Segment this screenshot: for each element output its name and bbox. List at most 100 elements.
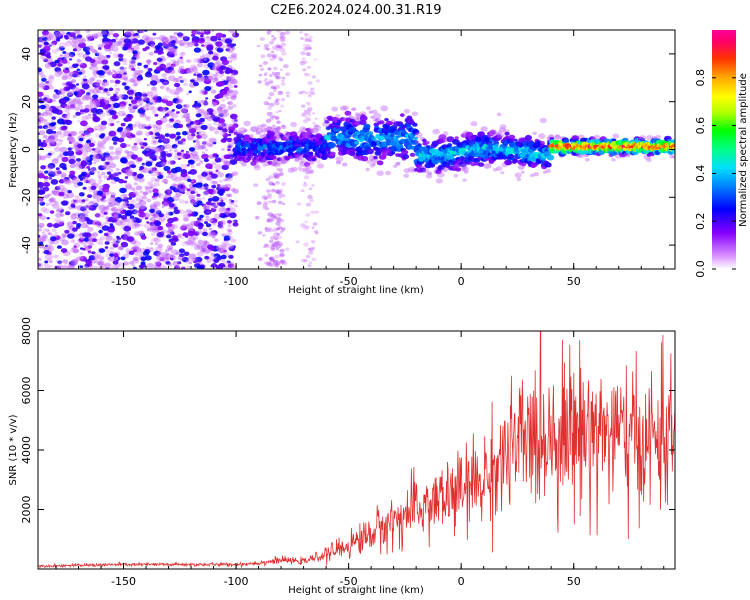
heatmap-cell	[177, 261, 182, 265]
heatmap-cell	[113, 212, 119, 217]
heatmap-cell	[97, 178, 103, 183]
heatmap-cell	[229, 113, 238, 120]
heatmap-cell	[150, 43, 155, 47]
heatmap-cell	[69, 104, 77, 110]
heatmap-cell	[179, 253, 185, 258]
heatmap-cell	[170, 113, 175, 117]
heatmap-cell	[180, 114, 187, 119]
heatmap-cell	[144, 126, 148, 129]
heatmap-cell	[268, 74, 273, 77]
heatmap-cell	[115, 220, 123, 226]
heatmap-cell	[217, 75, 222, 79]
heatmap-cell	[180, 149, 185, 152]
heatmap-cell	[115, 217, 120, 221]
heatmap-cell	[76, 158, 81, 162]
heatmap-cell	[209, 232, 218, 238]
heatmap-cell	[109, 52, 113, 55]
heatmap-cell	[45, 153, 52, 159]
heatmap-cell	[372, 138, 377, 142]
heatmap-cell	[71, 72, 79, 78]
heatmap-cell	[55, 167, 60, 171]
heatmap-cell	[200, 124, 208, 130]
heatmap-cell	[143, 138, 147, 141]
heatmap-cell	[85, 156, 93, 162]
heatmap-cell	[225, 96, 230, 100]
heatmap-cell	[58, 42, 67, 49]
heatmap-cell	[54, 254, 60, 259]
heatmap-cell	[192, 126, 198, 130]
heatmap-cell	[221, 74, 225, 77]
heatmap-cell	[275, 75, 281, 80]
heatmap-cell	[139, 112, 147, 118]
heatmap-cell	[220, 199, 224, 202]
heatmap-cell	[138, 209, 144, 214]
heatmap-cell	[147, 67, 153, 72]
heatmap-cell	[109, 163, 117, 169]
heatmap-cell	[205, 148, 209, 152]
heatmap-cell	[46, 37, 52, 42]
heatmap-cell	[113, 253, 119, 258]
heatmap-cell	[147, 181, 153, 186]
heatmap-cell	[91, 199, 100, 206]
heatmap-cell	[65, 52, 69, 55]
heatmap-cell	[213, 77, 219, 81]
heatmap-cell	[57, 184, 66, 191]
heatmap-cell	[198, 130, 206, 137]
heatmap-cell	[193, 47, 201, 53]
heatmap-cell	[73, 245, 77, 248]
heatmap-cell	[301, 131, 308, 136]
heatmap-cell	[182, 103, 190, 110]
heatmap-cell	[308, 151, 314, 155]
heatmap-cell	[307, 194, 313, 200]
heatmap-cell	[172, 195, 180, 201]
heatmap-cell	[212, 180, 218, 185]
heatmap-cell	[217, 109, 224, 114]
heatmap-cell	[342, 105, 349, 111]
heatmap-cell	[311, 257, 317, 262]
heatmap-cell	[72, 38, 80, 45]
heatmap-cell	[113, 155, 120, 160]
heatmap-cell	[60, 233, 66, 238]
heatmap-cell	[305, 213, 311, 217]
heatmap-cell	[224, 38, 233, 44]
heatmap-cell	[190, 199, 198, 206]
heatmap-cell	[107, 122, 112, 126]
heatmap-cell	[44, 106, 53, 113]
heatmap-cell	[173, 78, 179, 83]
heatmap-cell	[124, 205, 128, 209]
heatmap-cell	[221, 98, 226, 102]
heatmap-cell	[105, 253, 111, 258]
heatmap-cell	[227, 219, 232, 224]
heatmap-cell	[168, 263, 173, 267]
heatmap-cell	[85, 259, 92, 265]
heatmap-cell	[164, 133, 170, 137]
heatmap-cell	[149, 184, 156, 189]
heatmap-cell	[114, 79, 121, 85]
heatmap-cell	[90, 233, 94, 236]
heatmap-cell	[146, 59, 152, 64]
heatmap-cell	[152, 213, 158, 218]
heatmap-cell	[174, 82, 181, 88]
heatmap-cell	[316, 163, 324, 169]
heatmap-cell	[271, 71, 277, 76]
heatmap-cell	[200, 186, 205, 190]
heatmap-cell	[262, 233, 266, 237]
heatmap-cell	[65, 119, 72, 125]
heatmap-cell	[83, 75, 86, 78]
heatmap-cell	[76, 83, 79, 86]
heatmap-cell	[184, 105, 188, 109]
x-tick-label: -150	[111, 575, 136, 588]
heatmap-cell	[159, 85, 165, 90]
heatmap-cell	[77, 213, 86, 219]
heatmap-cell	[126, 236, 135, 243]
heatmap-cell	[55, 259, 59, 262]
heatmap-cell	[203, 242, 207, 246]
heatmap-cell	[78, 37, 87, 44]
heatmap-cell	[148, 51, 154, 56]
heatmap-cell	[303, 242, 309, 247]
heatmap-cell	[89, 265, 97, 269]
heatmap-cell	[191, 133, 196, 137]
heatmap-cell	[40, 165, 46, 170]
heatmap-cell	[215, 32, 224, 39]
heatmap-cell	[72, 227, 78, 232]
